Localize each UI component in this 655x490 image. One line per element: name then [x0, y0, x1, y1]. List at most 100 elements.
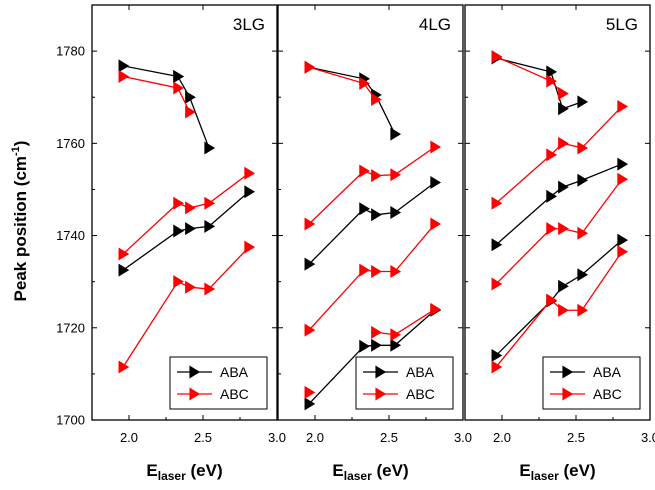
plot-frame — [277, 4, 464, 421]
y-axis-title: Peak position (cm-1) — [10, 141, 30, 302]
y-axis-title-sup: -1 — [10, 146, 22, 156]
legend-box — [542, 356, 641, 410]
data-point-ABC — [430, 302, 442, 316]
data-point-ABC — [617, 99, 629, 113]
x-axis-title: Elaser (eV) — [146, 461, 222, 483]
panel-5LG: 2.0 2.5 3.0 5LG ABA ABC Elaser (eV) — [464, 4, 655, 483]
data-point-ABC — [390, 168, 402, 182]
data-point-ABC — [371, 169, 382, 183]
data-point-ABA — [558, 102, 569, 116]
legend-label-ABC: ABC — [220, 386, 249, 402]
data-point-ABC — [430, 217, 442, 231]
series-line-ABA-0 — [308, 66, 396, 135]
data-point-ABC — [118, 360, 130, 374]
legend-marker-ABC — [562, 387, 574, 401]
data-point-ABC — [371, 265, 382, 279]
data-point-ABA — [359, 202, 371, 216]
x-axis-title-main: E — [146, 461, 157, 480]
x-tick-label: 2.0 — [493, 430, 511, 445]
data-point-ABC — [546, 148, 558, 162]
panel-4LG: 2.0 2.5 3.0 4LG ABA ABC Elaser (eV) — [277, 4, 472, 483]
y-tick-label: 1740 — [56, 228, 85, 243]
data-point-ABA — [617, 233, 629, 247]
data-point-ABC — [558, 87, 569, 101]
data-point-ABC — [491, 196, 503, 210]
data-point-ABC — [371, 93, 382, 107]
x-axis-title-sub: laser — [531, 469, 559, 483]
series-line-ABA-0 — [495, 57, 583, 110]
data-point-ABA — [304, 397, 316, 411]
data-point-ABC — [359, 263, 371, 277]
x-tick-label: 3.0 — [268, 430, 286, 445]
series-line-ABC-7 — [375, 308, 436, 336]
data-point-ABA — [173, 224, 185, 238]
x-axis-title-unit: (eV) — [372, 461, 409, 480]
data-point-ABA — [173, 69, 185, 83]
data-point-ABC — [558, 136, 569, 150]
data-point-ABC — [491, 50, 503, 64]
series-line-ABA-1 — [308, 182, 436, 265]
y-tick-label: 1760 — [56, 136, 85, 151]
data-point-ABA — [546, 189, 558, 203]
y-axis-title-text: Peak position (cm — [11, 156, 30, 301]
data-point-ABC — [304, 385, 316, 399]
data-point-ABA — [577, 173, 589, 187]
data-point-ABA — [390, 338, 402, 352]
legend-label-ABA: ABA — [593, 364, 622, 380]
data-point-ABC — [390, 328, 402, 342]
data-point-ABC — [491, 360, 503, 374]
data-point-ABA — [244, 185, 256, 199]
series-line-ABA-2 — [495, 239, 623, 356]
data-point-ABC — [204, 282, 216, 296]
panel-label: 5LG — [606, 15, 638, 34]
legend-label-ABC: ABC — [593, 386, 622, 402]
x-axis-title: Elaser (eV) — [332, 461, 408, 483]
data-point-ABA — [118, 263, 130, 277]
data-point-ABC — [390, 265, 402, 279]
data-point-ABA — [577, 95, 589, 109]
data-point-ABC — [304, 60, 316, 74]
data-point-ABC — [185, 280, 196, 294]
panel-label: 3LG — [233, 15, 265, 34]
panels: 2.0 2.5 3.0 1700 1720 1740 1760 1780 3LG ABA ABC El… — [56, 4, 655, 483]
data-point-ABC — [558, 222, 569, 236]
x-axis-title-sub: laser — [344, 469, 372, 483]
y-tick-label: 1720 — [56, 320, 85, 335]
data-point-ABC — [304, 217, 316, 231]
x-tick-label: 3.0 — [454, 430, 472, 445]
data-point-ABA — [371, 338, 382, 352]
data-point-ABA — [204, 219, 216, 233]
x-axis-title-main: E — [519, 461, 530, 480]
data-point-ABC — [617, 245, 629, 259]
x-tick-label: 3.0 — [641, 430, 655, 445]
data-point-ABC — [359, 164, 371, 178]
y-axis-title-close: ) — [11, 141, 30, 147]
data-point-ABC — [577, 141, 589, 155]
legend-marker-ABA — [375, 365, 387, 379]
x-tick-label: 2.0 — [120, 430, 138, 445]
y-tick-label: 1780 — [56, 44, 85, 59]
plot-frame — [464, 4, 651, 421]
legend-box — [355, 356, 454, 410]
data-point-ABC — [118, 247, 130, 261]
legend-box — [169, 356, 268, 410]
data-point-ABA — [390, 206, 402, 219]
data-point-ABC — [304, 323, 316, 337]
panel-3LG: 2.0 2.5 3.0 1700 1720 1740 1760 1780 3LG ABA ABC El… — [56, 4, 286, 483]
data-point-ABC — [118, 69, 130, 83]
data-point-ABC — [577, 303, 589, 317]
data-point-ABC — [185, 105, 196, 119]
x-tick-label: 2.5 — [380, 430, 398, 445]
data-point-ABA — [430, 176, 442, 190]
data-point-ABC — [204, 196, 216, 210]
x-tick-label: 2.5 — [194, 430, 212, 445]
legend-marker-ABC — [375, 387, 387, 401]
data-point-ABC — [546, 74, 558, 88]
data-point-ABA — [371, 208, 382, 222]
data-point-ABC — [546, 222, 558, 236]
series-line-ABC-3 — [122, 75, 191, 113]
legend-marker-ABA — [189, 365, 201, 379]
x-tick-label: 2.5 — [567, 430, 585, 445]
data-point-ABC — [185, 201, 196, 215]
